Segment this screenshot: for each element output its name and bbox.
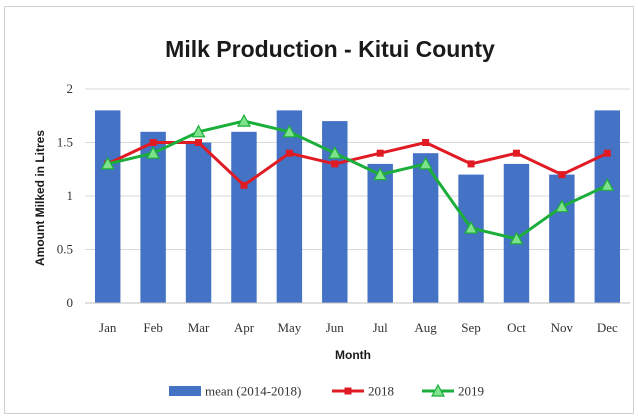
point-marker [100,156,115,170]
point-marker [285,149,293,157]
axes: 0 0.5 1 1.5 2 Jan Feb Mar Apr May Jun Jul Aug Sep Oct N… [57,81,630,335]
y-tick-label: 2 [67,81,74,96]
point-marker [467,160,475,168]
bar [594,110,621,304]
bar [367,163,393,303]
legend-label: mean (2014-2018) [205,384,301,399]
legend-label: 2019 [458,384,484,399]
legend-marker [430,383,446,397]
point-marker [373,167,388,181]
x-tick-label: Jan [99,320,117,335]
x-tick-label: Aug [414,320,437,335]
point-marker [146,145,161,159]
x-tick-label: Nov [551,320,574,335]
point-marker [418,156,433,170]
x-tick-label: Oct [507,320,526,335]
point-marker [603,149,611,157]
bar [549,174,575,303]
legend-label: 2018 [368,384,394,399]
x-tick-label: Jun [326,320,345,335]
x-tick-label: Apr [234,320,255,335]
y-tick-label: 1 [67,188,74,203]
x-tick-label: May [277,320,301,335]
bar [231,131,257,303]
point-marker [327,145,342,159]
point-marker [376,149,384,157]
legend-swatch [169,386,201,396]
point-marker [149,139,157,146]
bar-series-mean [94,110,621,304]
point-marker [554,199,569,213]
point-marker [464,220,479,234]
bar [276,110,303,304]
x-axis-title: Month [335,348,371,362]
series-line [107,141,608,187]
point-marker [282,124,297,138]
chart-title: Milk Production - Kitui County [165,36,495,62]
legend: mean (2014-2018) 2018 2019 [169,384,484,399]
y-axis-title: Amount Milked in Litres [33,130,47,266]
point-marker [422,139,430,146]
y-tick-label: 0 [67,295,74,310]
bar [185,142,212,303]
chart-frame: Milk Production - Kitui County 0 0.5 1 1.5 2… [4,6,634,414]
gridlines [85,88,630,304]
point-marker [331,160,339,168]
point-marker [236,113,251,127]
bar [140,131,166,303]
line-series [100,113,615,245]
x-tick-label: Dec [597,320,618,335]
milk-production-chart: Milk Production - Kitui County 0 0.5 1 1.5 2… [33,36,630,399]
point-marker [195,139,203,146]
legend-marker [344,387,352,395]
point-marker [512,149,520,157]
x-tick-label: Mar [188,320,210,335]
point-marker [600,178,615,191]
series-line [107,119,608,241]
point-marker [509,231,524,245]
x-tick-label: Feb [143,320,163,335]
point-marker [240,181,248,189]
x-tick-label: Sep [461,320,481,335]
bar [458,174,484,303]
x-tick-label: Jul [373,320,389,335]
bar [94,110,121,304]
y-tick-label: 0.5 [57,242,73,257]
point-marker [191,124,206,138]
point-marker [558,171,566,179]
y-tick-label: 1.5 [57,135,73,150]
